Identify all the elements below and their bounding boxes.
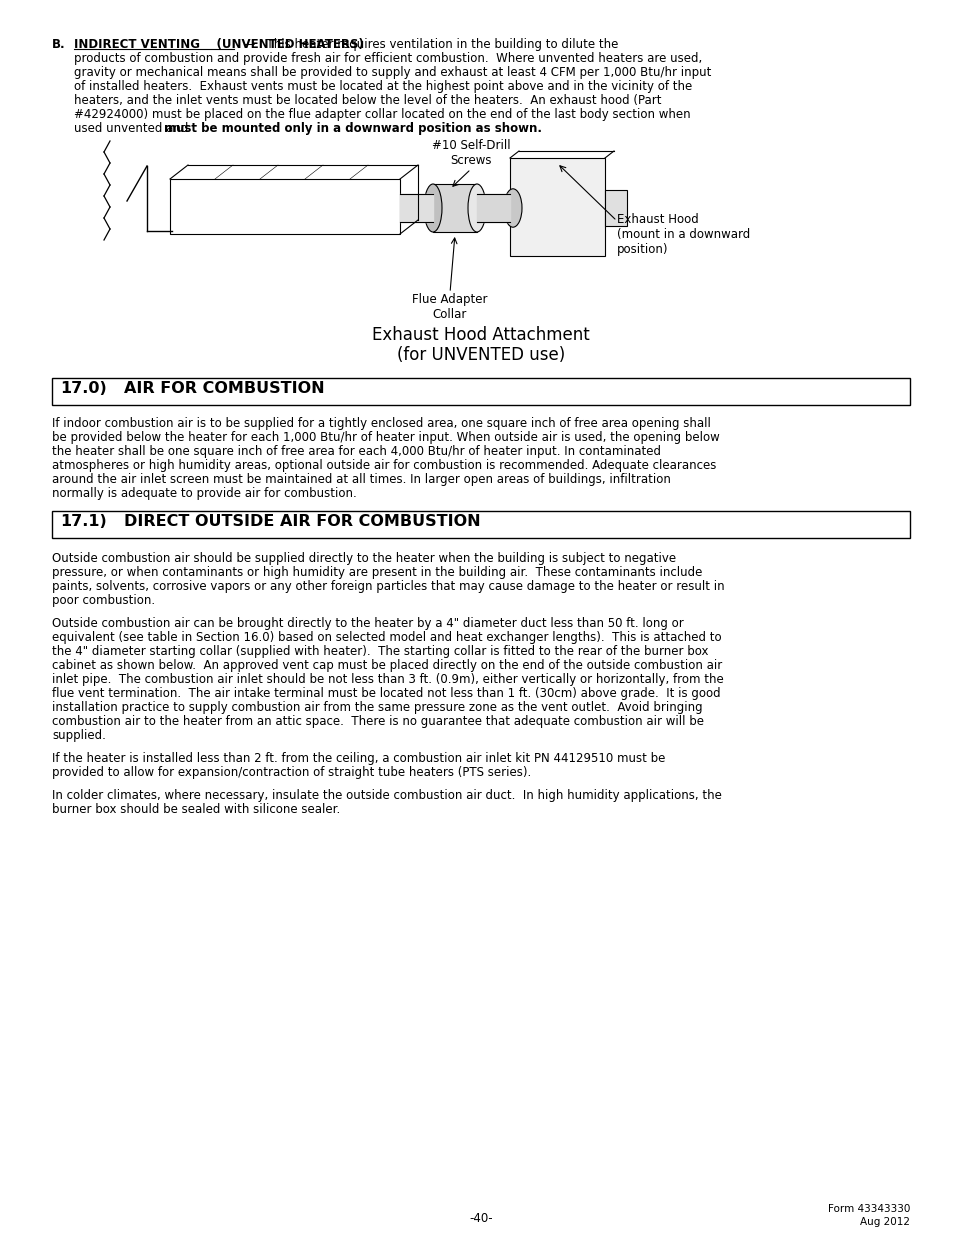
Bar [52,378,909,405]
Text: of installed heaters.  Exhaust vents must be located at the highest point above : of installed heaters. Exhaust vents must… [74,80,692,93]
Text: cabinet as shown below.  An approved vent cap must be placed directly on the end: cabinet as shown below. An approved vent… [52,659,721,672]
Text: paints, solvents, corrosive vapors or any other foreign particles that may cause: paints, solvents, corrosive vapors or an… [52,580,724,593]
Text: —   This heater requires ventilation in the building to dilute the: — This heater requires ventilation in th… [235,38,618,51]
Text: combustion air to the heater from an attic space.  There is no guarantee that ad: combustion air to the heater from an att… [52,715,703,727]
Bar [52,511,909,538]
Text: Exhaust Hood Attachment: Exhaust Hood Attachment [372,326,589,345]
Text: If the heater is installed less than 2 ft. from the ceiling, a combustion air in: If the heater is installed less than 2 f… [52,752,664,764]
Text: provided to allow for expansion/contraction of straight tube heaters (PTS series: provided to allow for expansion/contract… [52,766,531,779]
Text: must be mounted only in a downward position as shown.: must be mounted only in a downward posit… [164,122,541,135]
Ellipse shape [468,184,485,232]
Text: poor combustion.: poor combustion. [52,594,155,606]
Text: Form 43343330: Form 43343330 [827,1204,909,1214]
Text: burner box should be sealed with silicone sealer.: burner box should be sealed with silicon… [52,803,340,816]
Text: 17.0): 17.0) [60,382,107,396]
Text: around the air inlet screen must be maintained at all times. In larger open area: around the air inlet screen must be main… [52,473,670,487]
Text: installation practice to supply combustion air from the same pressure zone as th: installation practice to supply combusti… [52,701,702,714]
Text: atmospheres or high humidity areas, optional outside air for combustion is recom: atmospheres or high humidity areas, opti… [52,459,716,472]
Text: AIR FOR COMBUSTION: AIR FOR COMBUSTION [124,382,324,396]
Text: inlet pipe.  The combustion air inlet should be not less than 3 ft. (0.9m), eith: inlet pipe. The combustion air inlet sho… [52,673,723,685]
Text: #42924000) must be placed on the flue adapter collar located on the end of the l: #42924000) must be placed on the flue ad… [74,107,690,121]
Text: Aug 2012: Aug 2012 [859,1216,909,1228]
Bar [604,190,626,226]
Text: be provided below the heater for each 1,000 Btu/hr of heater input. When outside: be provided below the heater for each 1,… [52,431,719,445]
Text: the 4" diameter starting collar (supplied with heater).  The starting collar is : the 4" diameter starting collar (supplie… [52,645,708,658]
Text: Outside combustion air should be supplied directly to the heater when the buildi: Outside combustion air should be supplie… [52,552,676,564]
Text: If indoor combustion air is to be supplied for a tightly enclosed area, one squa: If indoor combustion air is to be suppli… [52,417,710,430]
Text: products of combustion and provide fresh air for efficient combustion.  Where un: products of combustion and provide fresh… [74,52,701,65]
Text: used unvented and: used unvented and [74,122,188,135]
Text: B.: B. [52,38,66,51]
Text: (for UNVENTED use): (for UNVENTED use) [396,346,564,364]
Text: Exhaust Hood
(mount in a downward
position): Exhaust Hood (mount in a downward positi… [617,212,749,256]
Text: gravity or mechanical means shall be provided to supply and exhaust at least 4 C: gravity or mechanical means shall be pro… [74,65,711,79]
Ellipse shape [423,184,441,232]
Ellipse shape [503,189,521,227]
Text: supplied.: supplied. [52,729,106,742]
Polygon shape [170,179,399,233]
Text: INDIRECT VENTING    (UNVENTED HEATERS): INDIRECT VENTING (UNVENTED HEATERS) [74,38,363,51]
Text: equivalent (see table in Section 16.0) based on selected model and heat exchange: equivalent (see table in Section 16.0) b… [52,631,720,643]
Text: DIRECT OUTSIDE AIR FOR COMBUSTION: DIRECT OUTSIDE AIR FOR COMBUSTION [124,514,480,529]
Text: -40-: -40- [469,1212,493,1225]
Text: flue vent termination.  The air intake terminal must be located not less than 1 : flue vent termination. The air intake te… [52,687,720,700]
Text: the heater shall be one square inch of free area for each 4,000 Btu/hr of heater: the heater shall be one square inch of f… [52,445,660,458]
Text: Outside combustion air can be brought directly to the heater by a 4" diameter du: Outside combustion air can be brought di… [52,618,683,630]
Text: 17.1): 17.1) [60,514,107,529]
Text: In colder climates, where necessary, insulate the outside combustion air duct.  : In colder climates, where necessary, ins… [52,789,721,802]
Bar [433,184,476,232]
Text: heaters, and the inlet vents must be located below the level of the heaters.  An: heaters, and the inlet vents must be loc… [74,94,660,107]
Bar [510,158,604,256]
Text: normally is adequate to provide air for combustion.: normally is adequate to provide air for … [52,487,356,500]
Text: Flue Adapter
Collar: Flue Adapter Collar [412,293,487,321]
Text: #10 Self-Drill
Screws: #10 Self-Drill Screws [432,140,510,167]
Text: pressure, or when contaminants or high humidity are present in the building air.: pressure, or when contaminants or high h… [52,566,701,579]
